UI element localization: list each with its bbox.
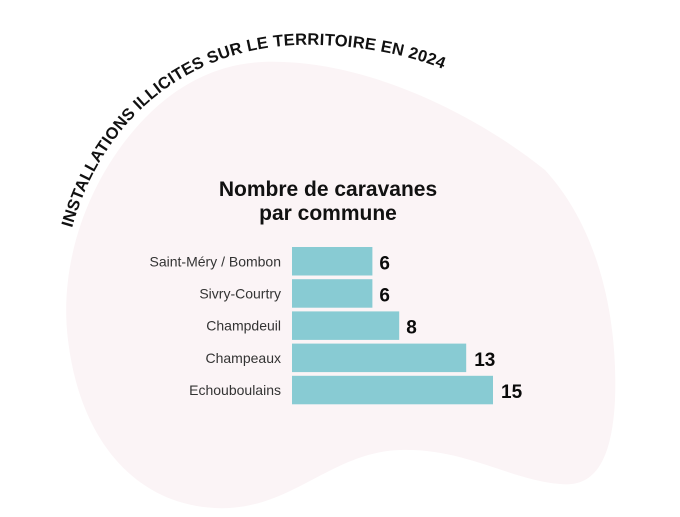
bar-group: Saint-Méry / Bombon 6 Sivry-Courtry 6 Champd… [150,247,523,405]
bar [292,375,493,405]
bar [292,343,467,373]
category-label: Champdeuil [206,318,281,334]
bar [292,279,373,308]
bar-row: Champeaux 13 [206,343,495,373]
value-label: 8 [406,318,417,339]
category-label: Saint-Méry / Bombon [150,253,282,269]
chart-title-line-1: Nombre de caravanes [219,178,437,201]
category-label: Echouboulains [189,382,281,398]
chart-title-line-2: par commune [259,202,397,225]
value-label: 15 [501,382,523,403]
bar-row: Echouboulains 15 [189,375,523,405]
bar-row: Champdeuil 8 [206,311,417,340]
value-label: 6 [379,253,390,274]
value-label: 6 [379,285,390,306]
value-label: 13 [474,350,495,371]
bar [292,247,373,276]
category-label: Champeaux [206,350,282,366]
bar-row: Sivry-Courtry 6 [199,279,390,308]
bar [292,311,400,340]
chart: Nombre de caravanes par commune Saint-Mé… [150,178,523,405]
category-label: Sivry-Courtry [199,285,281,301]
bar-row: Saint-Méry / Bombon 6 [150,247,390,276]
